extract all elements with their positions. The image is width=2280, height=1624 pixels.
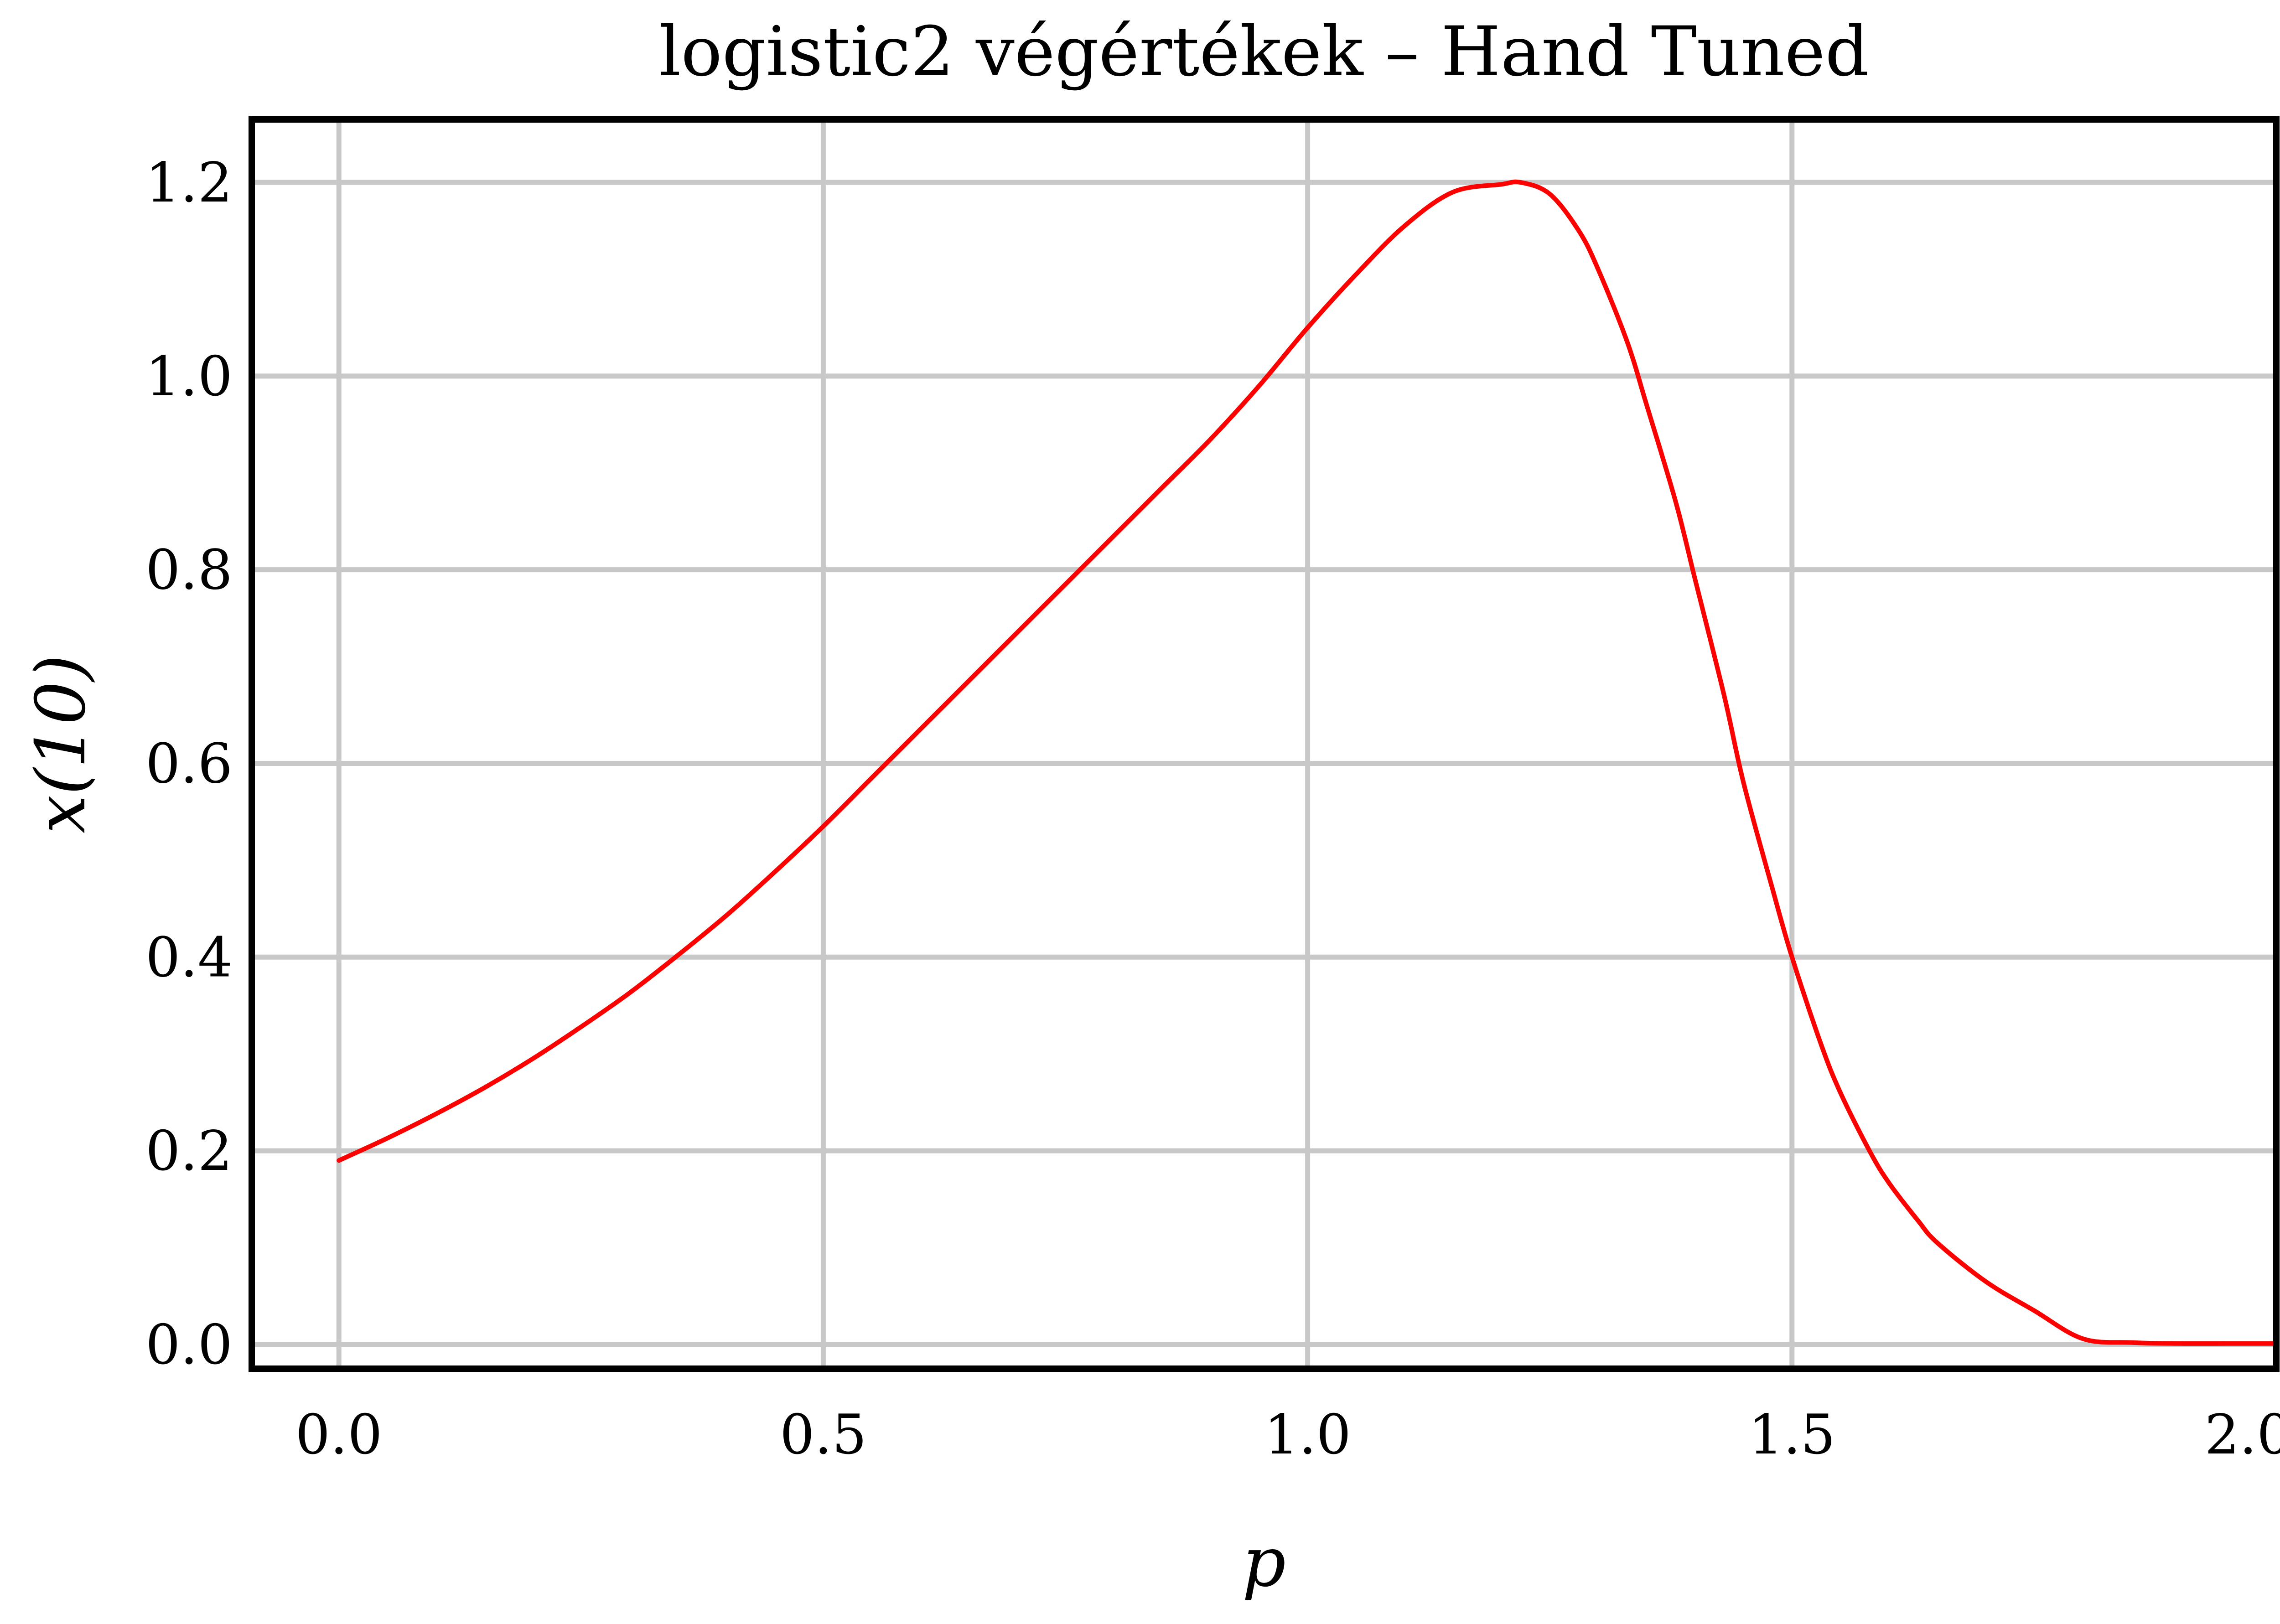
y-tick-label: 0.2 <box>145 1120 233 1183</box>
x-tick-label: 0.5 <box>780 1403 867 1467</box>
y-tick-label: 1.2 <box>145 151 233 215</box>
y-tick-label: 1.0 <box>145 345 233 409</box>
series-layer <box>337 179 2279 1346</box>
x-tick-label: 1.5 <box>1748 1403 1835 1467</box>
grid-layer <box>252 119 2276 1369</box>
x-axis-label: p <box>1242 1523 1286 1602</box>
y-tick-label: 0.0 <box>145 1314 233 1377</box>
y-tick-label: 0.8 <box>145 539 233 602</box>
x-tick-labels: 0.0 0.5 1.0 1.5 2.0 <box>295 1403 2280 1467</box>
x-tick-label: 1.0 <box>1264 1403 1351 1467</box>
y-tick-label: 0.6 <box>145 732 233 796</box>
chart-title: logistic2 végértékek – Hand Tuned <box>659 12 1869 92</box>
y-tick-label: 0.4 <box>145 926 233 989</box>
y-axis-label: x(10) <box>21 655 101 834</box>
y-tick-labels: 0.0 0.2 0.4 0.6 0.8 1.0 1.2 <box>145 151 233 1377</box>
x-tick-label: 0.0 <box>295 1403 383 1467</box>
series-line <box>337 179 2279 1346</box>
plot-frame <box>249 116 2280 1372</box>
x-tick-label: 2.0 <box>2205 1403 2280 1467</box>
